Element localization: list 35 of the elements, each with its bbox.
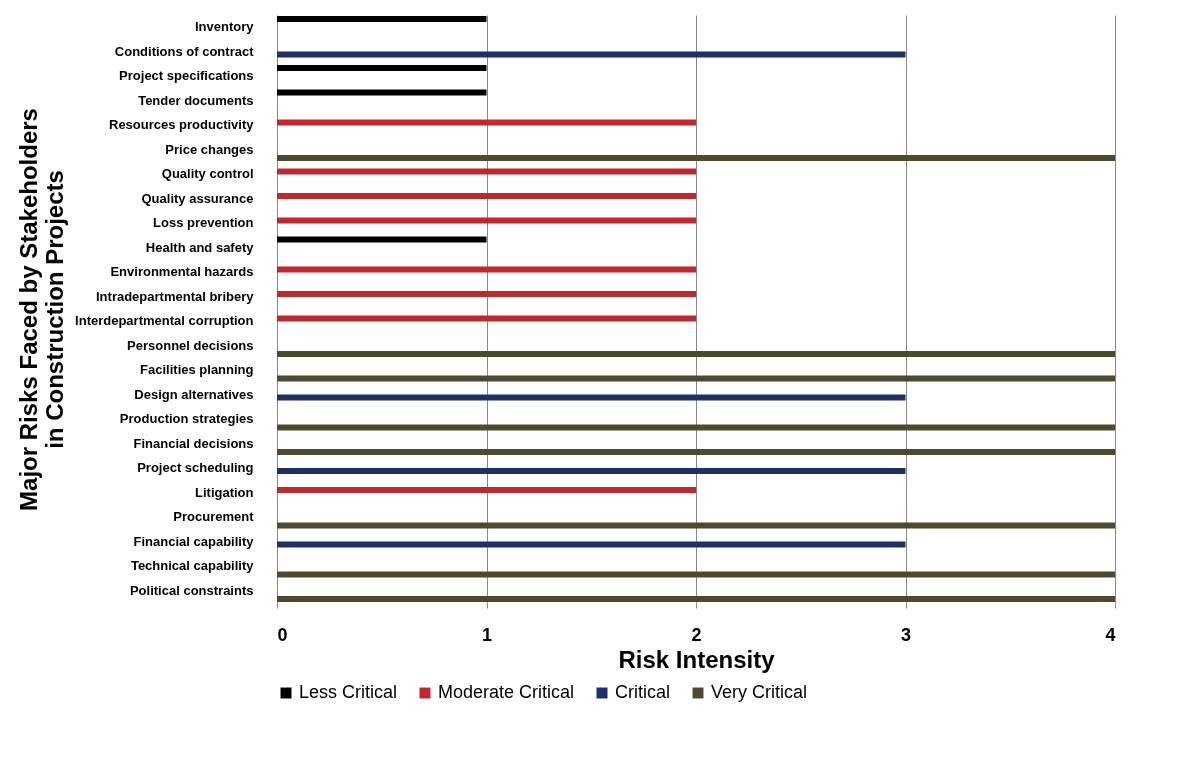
y-tick-label: Intradepartmental bribery xyxy=(96,288,255,304)
y-tick-label: Tender documents xyxy=(138,92,254,108)
y-tick-label: Production strategies xyxy=(119,411,254,427)
y-tick-label: Financial capability xyxy=(133,533,255,549)
y-tick-label: Financial decisions xyxy=(133,435,254,451)
x-tick-label: 4 xyxy=(1105,624,1116,645)
y-tick-label: Interdepartmental corruption xyxy=(75,313,254,329)
y-tick-label: Project specifications xyxy=(119,68,254,84)
y-tick-label: Personnel decisions xyxy=(127,337,254,353)
x-axis-title: Risk Intensity xyxy=(618,645,776,673)
legend-label: Less Critical xyxy=(299,682,398,702)
y-tick-label: Political constraints xyxy=(129,582,254,598)
x-tick-label: 1 xyxy=(481,624,493,645)
y-axis-title: Major Risks Faced by Stakeholders in Construction Projects xyxy=(14,108,68,511)
y-tick-label: Environmental hazards xyxy=(110,264,254,280)
y-tick-label: Design alternatives xyxy=(134,386,254,402)
x-tick-label: 0 xyxy=(277,624,288,645)
legend-label: Moderate Critical xyxy=(438,682,575,702)
y-tick-label: Inventory xyxy=(194,19,255,35)
x-tick-label: 3 xyxy=(900,624,912,645)
y-tick-label: Facilities planning xyxy=(140,362,254,378)
y-tick-label: Technical capability xyxy=(130,558,255,574)
y-tick-label: Resources productivity xyxy=(109,117,255,133)
y-tick-label: Price changes xyxy=(165,141,254,157)
y-tick-label: Quality control xyxy=(161,166,254,182)
x-tick-label: 2 xyxy=(691,624,702,645)
y-tick-label: Conditions of contract xyxy=(114,43,255,59)
y-tick-label: Litigation xyxy=(195,484,254,500)
legend-label: Critical xyxy=(615,682,671,702)
y-tick-label: Quality assurance xyxy=(141,190,254,206)
legend-label: Very Critical xyxy=(711,682,808,702)
y-tick-label: Procurement xyxy=(173,509,255,525)
y-tick-label: Project scheduling xyxy=(137,460,254,476)
y-tick-label: Loss prevention xyxy=(153,215,254,231)
y-tick-label: Health and safety xyxy=(145,239,255,255)
